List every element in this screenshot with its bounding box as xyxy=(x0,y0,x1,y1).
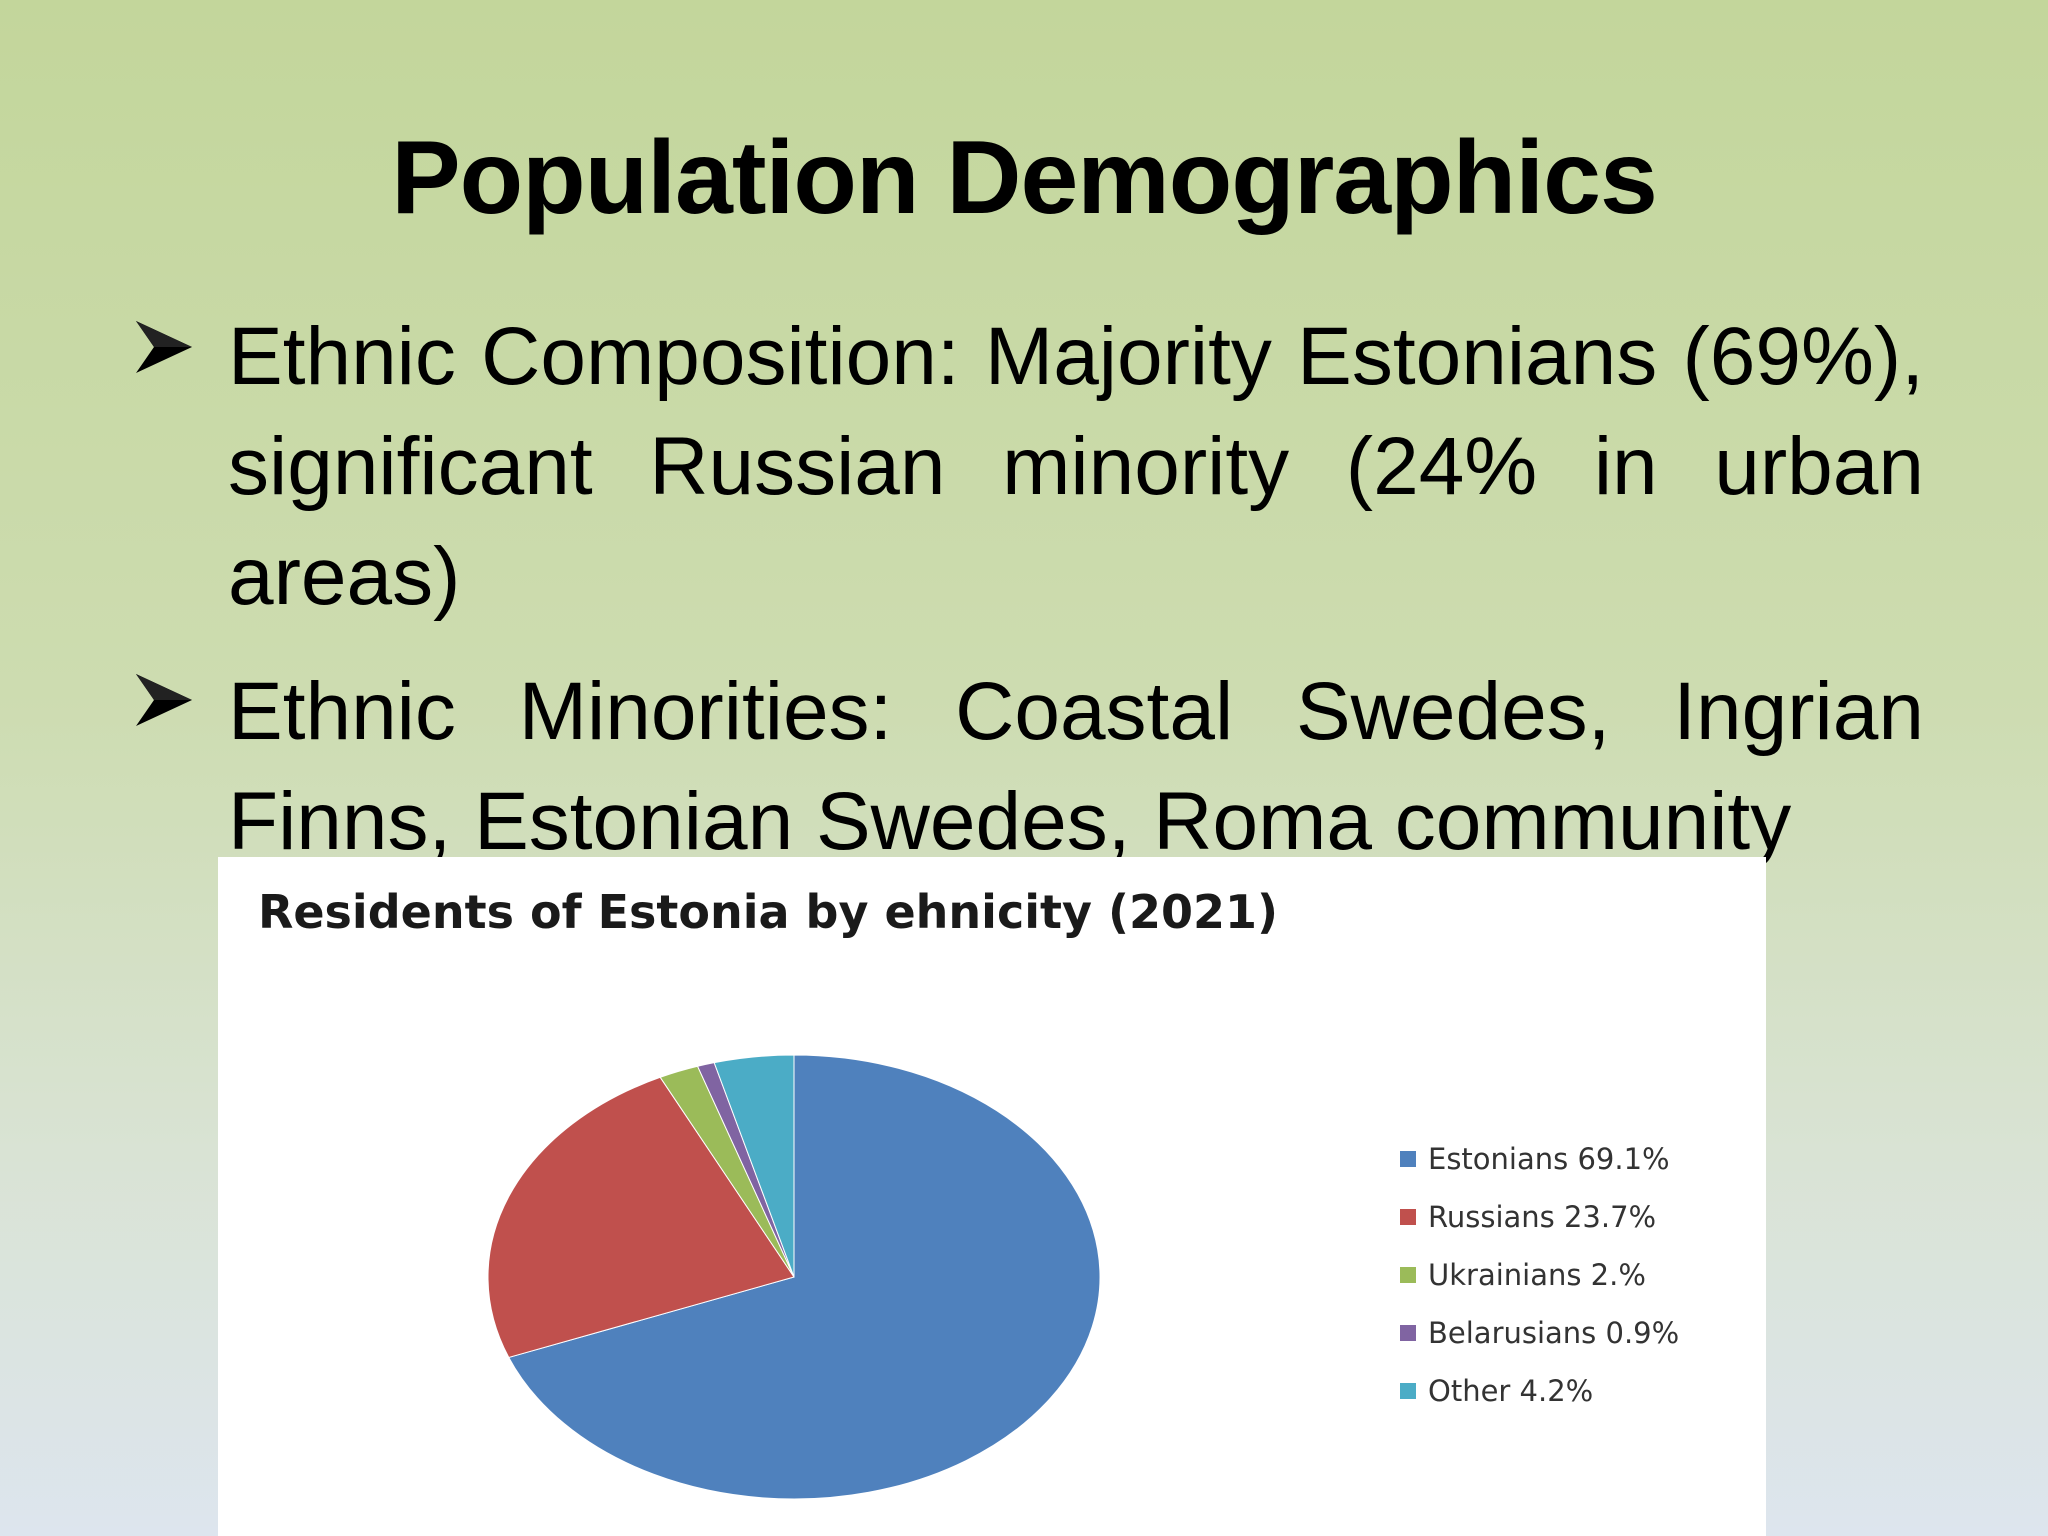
legend-swatch xyxy=(1400,1151,1416,1167)
legend-item: Russians 23.7% xyxy=(1400,1197,1760,1255)
slide-title: Population Demographics xyxy=(391,120,1658,236)
legend-item: Ukrainians 2.% xyxy=(1400,1255,1760,1313)
legend-swatch xyxy=(1400,1209,1416,1225)
legend-label: Russians 23.7% xyxy=(1428,1200,1657,1234)
legend-swatch xyxy=(1400,1325,1416,1341)
chart-legend: Estonians 69.1% Russians 23.7% Ukrainians … xyxy=(1400,1139,1760,1429)
pie-slice-4 xyxy=(713,1054,795,1278)
arrow-bullet-icon xyxy=(136,674,192,726)
legend-item: Estonians 69.1% xyxy=(1400,1139,1760,1197)
arrow-bullet-icon xyxy=(136,321,192,373)
legend-label: Other 4.2% xyxy=(1428,1374,1594,1408)
bullet-ethnic-minorities: Ethnic Minorities: Coastal Swedes, Ingri… xyxy=(228,666,1924,867)
legend-swatch xyxy=(1400,1383,1416,1399)
legend-item: Other 4.2% xyxy=(1400,1371,1760,1429)
bullet-ethnic-composition: Ethnic Composition: Majority Estonians (… xyxy=(228,311,1924,622)
chart-title: Residents of Estonia by ehnicity (2021) xyxy=(257,885,1279,939)
legend-item: Belarusians 0.9% xyxy=(1400,1313,1760,1371)
pie-chart: Residents of Estonia by ehnicity (2021) … xyxy=(218,857,1766,1536)
legend-label: Belarusians 0.9% xyxy=(1428,1316,1680,1350)
legend-swatch xyxy=(1400,1267,1416,1283)
pie-slice-0 xyxy=(508,1054,1101,1500)
legend-label: Estonians 69.1% xyxy=(1428,1142,1670,1176)
legend-label: Ukrainians 2.% xyxy=(1428,1258,1646,1292)
pie-chart-svg xyxy=(487,1054,1101,1500)
pie-slice-1 xyxy=(487,1076,795,1359)
